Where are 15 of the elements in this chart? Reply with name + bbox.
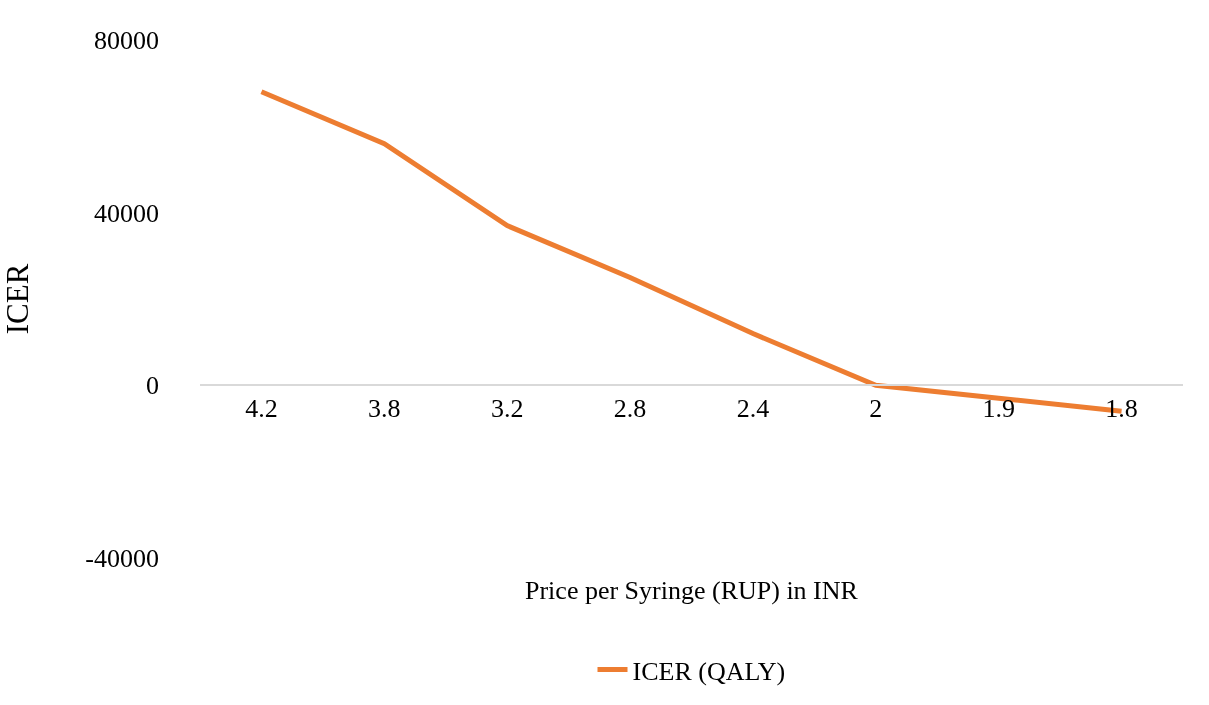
x-tick-label: 2.4: [736, 394, 770, 424]
x-tick-label: 1.8: [1105, 394, 1138, 424]
x-tick-label: 3.8: [368, 394, 401, 424]
x-tick-label: 4.2: [245, 394, 278, 424]
y-tick-label: 40000: [94, 198, 159, 228]
y-tick-label: -40000: [85, 544, 159, 574]
x-tick-label: 1.9: [982, 394, 1015, 424]
legend-label: ICER (QALY): [632, 656, 786, 686]
x-axis-title: Price per Syringe (RUP) in INR: [525, 576, 859, 605]
x-tick-label: 3.2: [490, 394, 524, 424]
y-axis-title: ICER: [0, 263, 35, 335]
x-tick-label: 2.8: [613, 394, 647, 424]
y-tick-label: 0: [146, 371, 159, 401]
y-tick-label: 80000: [94, 26, 159, 56]
x-tick-label: 2: [869, 394, 883, 424]
